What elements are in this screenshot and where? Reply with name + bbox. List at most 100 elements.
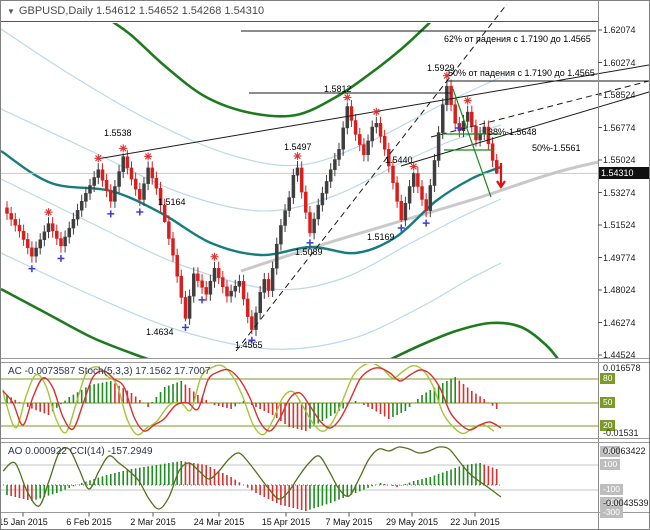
candle-body <box>84 193 88 202</box>
trendline[interactable] <box>430 80 649 138</box>
candle-body <box>63 236 67 247</box>
candle-body <box>374 123 379 128</box>
candle-body <box>312 218 316 234</box>
candle-body <box>26 239 30 249</box>
date-axis-label[interactable]: 2 Mar 2015 <box>130 517 176 527</box>
date-axis-label[interactable]: 6 Feb 2015 <box>66 517 112 527</box>
forecast-down-arrow[interactable] <box>496 163 506 189</box>
candle-body <box>403 202 408 221</box>
price-label: 1.5497 <box>284 142 312 152</box>
candle-body <box>125 156 130 169</box>
fractal-sell-marker <box>94 154 103 163</box>
stoch-level-box: 80 <box>600 373 616 384</box>
candle-body <box>38 239 42 249</box>
candle-body <box>100 169 105 181</box>
candle-body <box>266 279 271 291</box>
fractal-buy-marker <box>455 124 463 132</box>
price-axis-label: 1.58524 <box>603 90 636 100</box>
fractal-buy-marker <box>306 239 314 247</box>
candle-body <box>270 268 275 291</box>
candle-body <box>378 123 383 137</box>
fibonacci-line[interactable] <box>452 88 492 198</box>
price-axis-label: 1.44524 <box>603 350 636 360</box>
price-label: 1.4565 <box>235 340 263 350</box>
candle-body <box>337 149 341 160</box>
candle-body <box>75 210 80 220</box>
candle-body <box>470 111 474 127</box>
date-axis-label[interactable]: 15 Apr 2015 <box>261 517 311 527</box>
candlesticks <box>5 79 499 337</box>
candle-body <box>146 167 150 184</box>
candle-body <box>150 167 155 179</box>
candle-body <box>245 298 250 317</box>
candle-body <box>13 219 18 226</box>
candle-body <box>328 169 333 182</box>
candle-body <box>212 268 217 282</box>
candle-body <box>109 190 113 202</box>
cci-level-box: -100 <box>600 484 624 495</box>
price-label: 1.5812 <box>324 84 352 94</box>
candle-body <box>171 238 175 256</box>
symbol-dropdown-icon[interactable]: ▼ <box>7 7 15 16</box>
trendline[interactable] <box>235 3 508 352</box>
price-axis-label: 1.49774 <box>603 252 636 263</box>
candle-body <box>142 183 146 200</box>
fractal-sell-marker <box>119 144 128 153</box>
weekly-band-line <box>388 321 560 359</box>
candle-body <box>399 201 404 221</box>
candle-body <box>34 247 38 257</box>
candle-body <box>490 143 495 161</box>
candle-body <box>59 238 63 247</box>
candle-body <box>121 156 125 172</box>
date-axis-label[interactable]: 24 Mar 2015 <box>193 517 245 527</box>
candle-body <box>42 231 47 241</box>
candle-body <box>320 193 325 206</box>
cci-level-box: 200 <box>600 446 621 457</box>
fractal-sell-marker <box>44 208 53 217</box>
date-axis-label[interactable]: 29 May 2015 <box>385 517 439 527</box>
candle-body <box>113 186 117 202</box>
candle-body <box>167 221 171 239</box>
candle-body <box>225 286 229 297</box>
ao-axis-max: 0.0063422 <box>603 446 646 456</box>
candle-body <box>262 279 267 293</box>
date-axis-label[interactable]: 15 Jan 2015 <box>0 517 48 527</box>
indicator-panel-ao-cci[interactable] <box>1 446 598 511</box>
price-axis-label: 1.62074 <box>603 25 636 35</box>
date-axis-label[interactable]: 7 May 2015 <box>325 517 373 527</box>
candle-body <box>461 121 466 131</box>
fractal-sell-marker <box>372 107 381 116</box>
candle-body <box>96 169 101 178</box>
candle-body <box>424 199 428 211</box>
price-axis-label: 1.46274 <box>603 317 636 328</box>
price-label: 38%-1.5648 <box>488 127 537 137</box>
fractal-buy-marker <box>248 336 256 344</box>
fractal-buy-marker <box>28 265 36 273</box>
candle-body <box>192 273 196 297</box>
candle-body <box>221 277 225 288</box>
candle-body <box>92 177 96 186</box>
candle-body <box>21 230 26 240</box>
main-chart-area[interactable] <box>1 1 649 363</box>
ao-axis-min: -0.0043539 <box>603 498 649 508</box>
candle-body <box>395 182 399 202</box>
trendline[interactable] <box>400 91 649 167</box>
candle-body <box>71 218 76 229</box>
candle-body <box>345 106 350 129</box>
cci-line <box>2 446 502 510</box>
cci-level-box: 100 <box>600 459 621 470</box>
candle-body <box>474 125 478 141</box>
candle-body <box>486 126 491 144</box>
candle-body <box>237 281 242 287</box>
candle-body <box>216 268 221 278</box>
candle-body <box>229 290 233 297</box>
candle-body <box>453 104 457 124</box>
candle-body <box>50 223 55 232</box>
indicator-panel-ac-stoch[interactable] <box>1 363 598 436</box>
price-axis-label: 1.51524 <box>603 220 636 230</box>
date-axis-label[interactable]: 22 Jun 2015 <box>450 517 500 527</box>
candle-body <box>175 254 179 277</box>
candle-body <box>283 210 287 226</box>
